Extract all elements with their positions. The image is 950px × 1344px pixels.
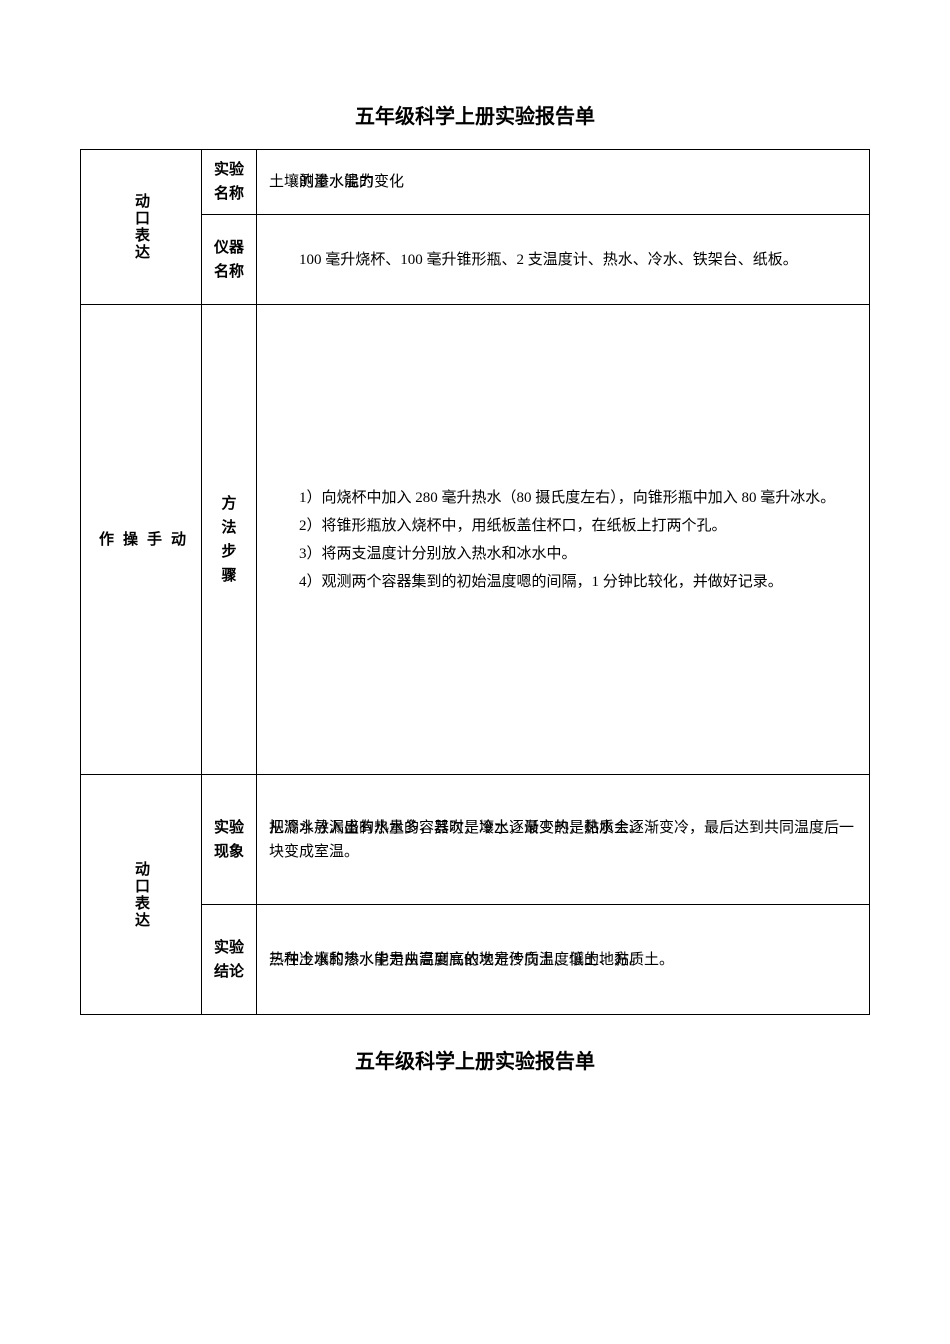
exp-name-label-text: 实验 名称 xyxy=(214,162,244,202)
conclusion-label-text: 实验 结论 xyxy=(214,940,244,980)
section-oral-expression-1: 动口表达 xyxy=(81,150,202,305)
experiment-name-content: 测量水温的变化 土壤的渗水能力 xyxy=(257,150,870,215)
page-title: 五年级科学上册实验报告单 xyxy=(80,100,870,129)
conclusion-content: 三种土壤的渗水能力由高到底依次是沙质土、壤土、黏质土。 热在冷水和热水中是从温度… xyxy=(257,905,870,1015)
phenomenon-label-text: 实验 现象 xyxy=(214,820,244,860)
method-step-2: 2）将锥形瓶放入烧杯中，用纸板盖住杯口，在纸板上打两个孔。 xyxy=(269,514,857,538)
section-oral-expression-2: 动口表达 xyxy=(81,775,202,1015)
method-step-4: 4）观测两个容器集到的初始温度嗯的间隔，1 分钟比较化，并做好记录。 xyxy=(269,570,857,594)
phenomenon-content: 把冷水放入盛有热水的容器时，冷水逐渐变热，热水会逐渐变冷，最后达到共同温度后一块… xyxy=(257,775,870,905)
method-step-3: 3）将两支温度计分别放入热水和冰水中。 xyxy=(269,542,857,566)
instrument-text: 100 毫升烧杯、100 毫升锥形瓶、2 支温度计、热水、冷水、铁架台、纸板。 xyxy=(269,248,857,272)
conclusion-label: 实验 结论 xyxy=(202,905,257,1015)
method-steps-label: 方 法 步 骤 xyxy=(202,305,257,775)
hands-on-label: 动 手 操 作 xyxy=(97,531,185,548)
footer-title: 五年级科学上册实验报告单 xyxy=(80,1045,870,1074)
phenomenon-label: 实验 现象 xyxy=(202,775,257,905)
method-steps-content: 1）向烧杯中加入 280 毫升热水（80 摄氏度左右），向锥形瓶中加入 80 毫… xyxy=(257,305,870,775)
instrument-name-label: 仪器 名称 xyxy=(202,215,257,305)
experiment-report-table: 动口表达 实验 名称 测量水温的变化 土壤的渗水能力 仪器 名称 100 毫升烧… xyxy=(80,149,870,1015)
phenomenon-line2: 从漏斗寻漏出的水量多，其次是壤土，最少的是黏质土。 xyxy=(269,816,644,840)
conclusion-line2: 热在冷水和热水中是从温度高的地方传向温度低的地方。 xyxy=(269,948,644,972)
method-step-4a: 4）观测两个容器集到的初始温度嗯的间隔，1 分钟比较化，并做好记录。 xyxy=(269,570,857,594)
experiment-name-label: 实验 名称 xyxy=(202,150,257,215)
instrument-label-text: 仪器 名称 xyxy=(214,240,244,280)
method-label-text: 方 法 步 骤 xyxy=(221,496,236,584)
instrument-content: 100 毫升烧杯、100 毫升锥形瓶、2 支温度计、热水、冷水、铁架台、纸板。 xyxy=(257,215,870,305)
exp-name-line2: 土壤的渗水能力 xyxy=(269,170,374,194)
section-hands-on: 动 手 操 作 xyxy=(81,305,202,775)
method-step-1: 1）向烧杯中加入 280 毫升热水（80 摄氏度左右），向锥形瓶中加入 80 毫… xyxy=(269,486,857,510)
